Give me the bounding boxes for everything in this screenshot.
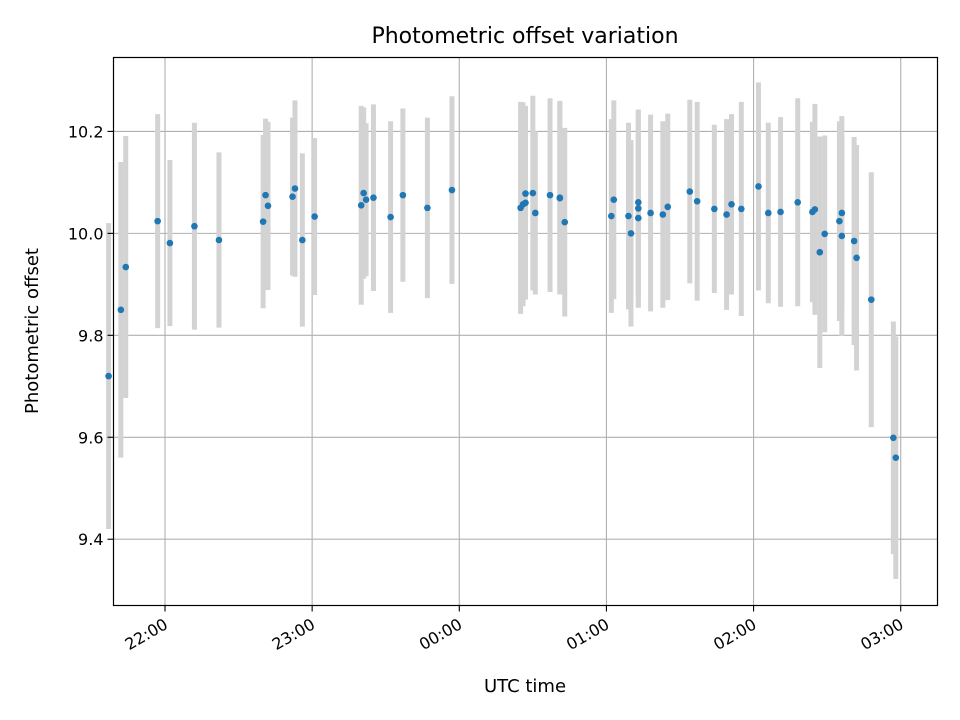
- data-point: [635, 214, 642, 222]
- data-point: [755, 183, 762, 190]
- data-point: [728, 201, 735, 208]
- data-point: [357, 202, 365, 209]
- data-point: [311, 213, 318, 220]
- data-point: [105, 372, 112, 380]
- data-point: [387, 213, 394, 221]
- data-point: [166, 239, 174, 247]
- data-point: [821, 230, 828, 238]
- data-point: [647, 209, 654, 217]
- data-point: [853, 254, 860, 262]
- data-point: [262, 191, 269, 199]
- data-point: [608, 212, 615, 220]
- data-point: [264, 202, 272, 210]
- data-point: [610, 196, 618, 204]
- data-point: [838, 209, 846, 217]
- data-point: [794, 198, 802, 206]
- data-point: [529, 189, 537, 197]
- data-point: [816, 248, 824, 256]
- data-point: [289, 193, 296, 200]
- y-tick-label: 9.8: [78, 326, 103, 345]
- data-point: [890, 434, 897, 442]
- y-tick-label: 10.2: [68, 122, 104, 141]
- data-point: [360, 189, 367, 197]
- data-point: [291, 185, 299, 192]
- x-axis-label: UTC time: [484, 676, 566, 697]
- data-point: [122, 263, 130, 271]
- data-point: [532, 209, 539, 217]
- data-point: [117, 306, 125, 314]
- data-point: [625, 212, 632, 220]
- y-axis-label: Photometric offset: [22, 248, 43, 414]
- data-point: [627, 230, 635, 237]
- data-point: [424, 204, 431, 212]
- data-point: [777, 208, 784, 216]
- data-point: [546, 191, 554, 199]
- data-point: [370, 194, 377, 201]
- data-point: [635, 205, 642, 212]
- data-point: [659, 211, 667, 218]
- data-point: [448, 186, 456, 194]
- data-point: [738, 205, 745, 213]
- data-point: [259, 218, 267, 225]
- y-tick-label: 10.0: [68, 224, 104, 243]
- data-point: [892, 454, 900, 461]
- data-point: [867, 296, 875, 303]
- data-point: [399, 191, 407, 199]
- data-point: [191, 222, 198, 230]
- y-tick-label: 9.6: [78, 428, 103, 447]
- data-point: [836, 217, 843, 225]
- data-point: [711, 205, 718, 213]
- data-point: [561, 218, 569, 226]
- data-point: [693, 197, 701, 205]
- data-point: [154, 217, 161, 225]
- data-point: [299, 236, 306, 244]
- y-axis: 9.4 9.6 9.8 10.0 10.2: [68, 122, 114, 549]
- data-point: [686, 188, 694, 195]
- data-point: [664, 203, 672, 211]
- data-point: [635, 198, 642, 206]
- data-point: [811, 206, 819, 213]
- data-point: [838, 232, 846, 240]
- data-point: [522, 199, 529, 207]
- data-point: [362, 196, 370, 204]
- data-point: [764, 209, 772, 217]
- y-tick-label: 9.4: [78, 530, 103, 549]
- data-point: [215, 236, 223, 244]
- data-point: [556, 194, 564, 202]
- point-layer: [105, 183, 900, 461]
- plot-frame: [112, 56, 939, 607]
- data-point: [522, 190, 529, 197]
- data-point: [723, 211, 730, 218]
- data-point: [850, 237, 858, 245]
- chart-title: Photometric offset variation: [371, 24, 678, 49]
